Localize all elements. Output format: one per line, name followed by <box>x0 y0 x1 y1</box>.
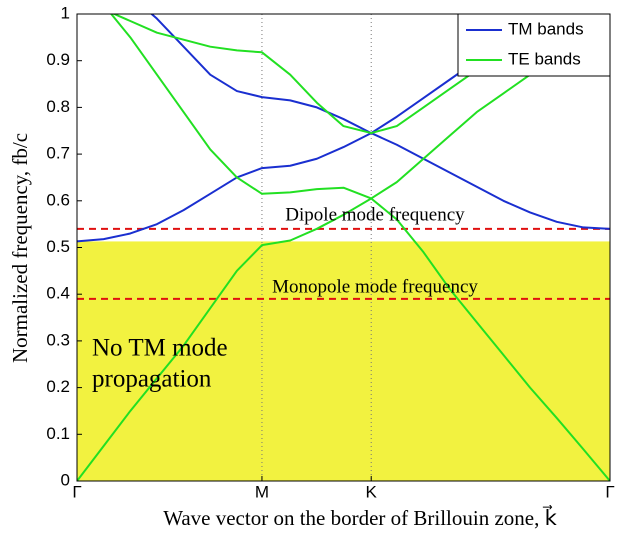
x-tick-label: Γ <box>72 482 81 501</box>
y-tick-label: 0.6 <box>46 190 70 209</box>
annotation: No TM mode <box>92 335 228 362</box>
y-tick-label: 0.8 <box>46 97 70 116</box>
legend-box <box>457 13 611 77</box>
annotation: propagation <box>92 366 212 393</box>
reference-label: Dipole mode frequency <box>285 204 465 225</box>
shaded-band <box>77 241 610 481</box>
y-axis-label: Normalized frequency, fb/c <box>8 133 32 363</box>
y-tick-label: 0.4 <box>46 284 70 303</box>
plot-back <box>76 14 611 481</box>
axes-frame <box>76 13 611 482</box>
reference-label: Monopole mode frequency <box>272 276 478 297</box>
x-tick-label: Γ <box>605 482 614 501</box>
y-tick-label: 0.9 <box>46 50 70 69</box>
y-tick-label: 0 <box>61 470 70 489</box>
x-tick-label: M <box>255 482 269 501</box>
y-tick-label: 1 <box>61 3 70 22</box>
band-line <box>109 14 610 200</box>
y-tick-label: 0.2 <box>46 377 70 396</box>
band-line <box>77 197 610 481</box>
band-line <box>77 132 610 243</box>
x-tick-label: K <box>366 482 378 501</box>
y-tick-label: 0.1 <box>46 424 70 443</box>
x-axis-label: Wave vector on the border of Brillouin z… <box>163 505 557 530</box>
legend-label: TE bands <box>508 49 581 68</box>
plot-front: Γ M K Γ00.10.20.30.40.50.60.70.80.91Dipole … <box>46 3 614 501</box>
y-tick-label: 0.5 <box>46 237 70 256</box>
legend-label: TM bands <box>508 19 584 38</box>
y-tick-label: 0.7 <box>46 144 70 163</box>
y-tick-label: 0.3 <box>46 330 70 349</box>
